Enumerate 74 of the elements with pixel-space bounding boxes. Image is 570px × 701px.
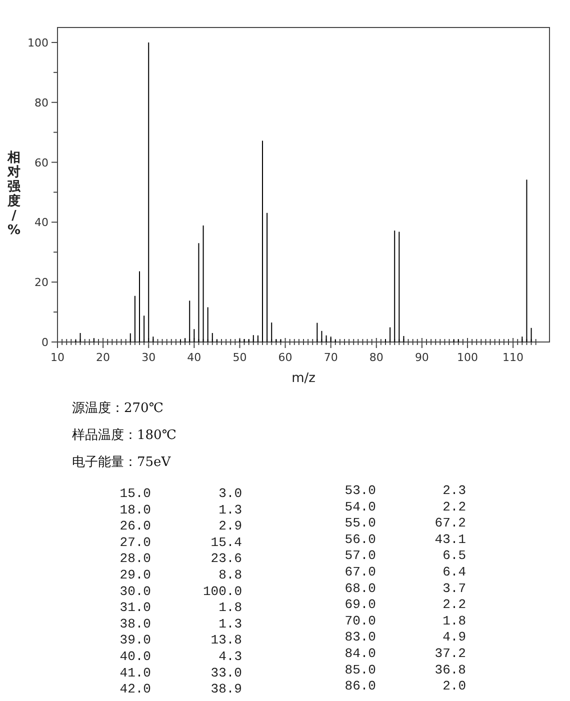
y-tick-label: 80 (34, 96, 48, 110)
text: 2.2 (442, 597, 466, 612)
text: 54.0 (344, 499, 376, 514)
text: 30.0 (120, 584, 151, 599)
y-tick-label: 0 (42, 336, 48, 349)
text: 15.0 (120, 486, 151, 501)
x-tick-label: 50 (232, 351, 247, 364)
x-axis-title: m/z (292, 371, 316, 386)
text: 28.0 (120, 551, 151, 566)
text: 69.0 (344, 597, 376, 612)
text: 2.0 (442, 678, 466, 694)
x-tick-label: 40 (187, 351, 202, 364)
text: 6.4 (442, 564, 466, 580)
text: 27.0 (120, 534, 151, 550)
x-tick-label: 100 (457, 351, 478, 364)
text: 68.0 (344, 580, 376, 596)
text: 26.0 (120, 518, 151, 534)
text: 55.0 (344, 516, 376, 531)
text: 31.0 (120, 600, 151, 616)
x-tick-label: 110 (502, 351, 524, 364)
text: 67.2 (434, 516, 466, 531)
y-tick-label: 40 (34, 216, 48, 230)
text: 40.0 (120, 649, 151, 664)
text: 41.0 (120, 665, 151, 680)
x-tick-label: 30 (142, 351, 156, 364)
text: 42.0 (120, 682, 151, 697)
text: 56.0 (344, 532, 376, 547)
text: 70.0 (344, 613, 376, 628)
text: 85.0 (344, 662, 376, 678)
text: 86.0 (344, 678, 376, 694)
text: 8.8 (218, 568, 242, 582)
text: 39.0 (120, 632, 151, 648)
text: 1.3 (218, 616, 242, 632)
x-tick-label: 90 (414, 351, 429, 364)
text: 源温度：270℃ (72, 400, 164, 416)
text: 2.3 (442, 483, 466, 498)
text: 4.9 (442, 630, 466, 645)
text: 13.8 (210, 632, 242, 648)
text: 33.0 (210, 665, 242, 680)
text: 29.0 (120, 568, 151, 582)
text: 83.0 (344, 630, 376, 645)
text: 1.8 (218, 600, 242, 616)
text: 3.0 (218, 486, 242, 501)
text: 38.9 (210, 682, 242, 697)
y-axis-title: 相对强度/% (6, 150, 22, 238)
text: 38.0 (120, 616, 151, 632)
text: 100.0 (202, 584, 242, 599)
text: 15.4 (210, 534, 242, 550)
x-tick-label: 20 (96, 351, 110, 364)
text: 样品温度：180℃ (72, 427, 176, 443)
text: 1.8 (442, 613, 466, 628)
text: 67.0 (344, 564, 376, 580)
x-tick-label: 10 (50, 351, 64, 364)
text: 53.0 (344, 483, 376, 498)
text: 43.1 (434, 532, 466, 547)
x-tick-label: 80 (369, 351, 384, 364)
y-tick-label: 100 (28, 36, 48, 50)
text: 3.7 (442, 580, 466, 596)
text: 2.9 (218, 518, 242, 534)
y-tick-label: 20 (34, 276, 48, 290)
x-tick-label: 60 (278, 351, 292, 364)
text: 1.3 (218, 502, 242, 518)
y-tick-label: 60 (34, 156, 48, 170)
text: 4.3 (218, 649, 242, 664)
text: 84.0 (344, 646, 376, 661)
text: 37.2 (434, 646, 466, 661)
text: 18.0 (120, 502, 151, 518)
text: 57.0 (344, 548, 376, 564)
text: 23.6 (210, 551, 242, 566)
text: 6.5 (442, 548, 466, 564)
text: 36.8 (434, 662, 466, 678)
text: 2.2 (442, 499, 466, 514)
x-tick-label: 70 (324, 351, 338, 364)
text: 电子能量：75eV (72, 455, 172, 470)
